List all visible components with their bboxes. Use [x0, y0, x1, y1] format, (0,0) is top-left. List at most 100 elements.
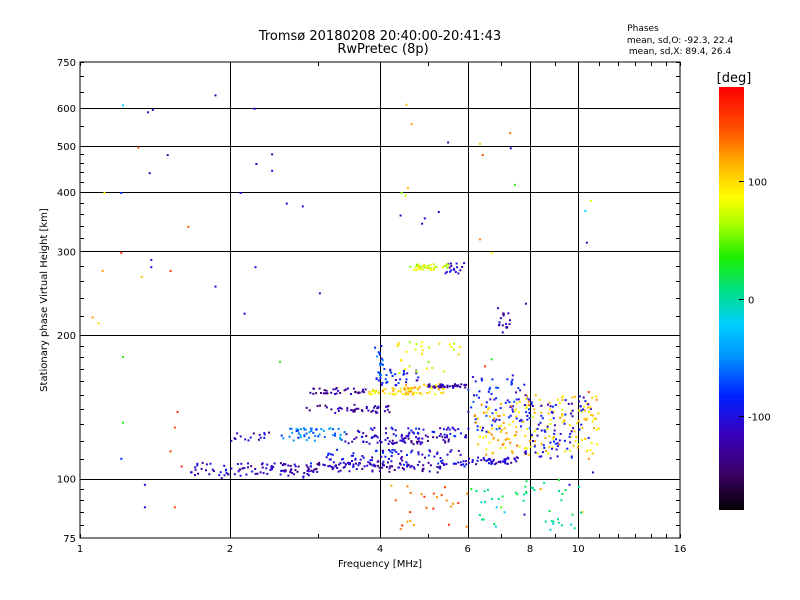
- data-point: [376, 441, 379, 444]
- data-point: [367, 409, 370, 412]
- data-point: [334, 393, 336, 395]
- data-point: [240, 462, 243, 465]
- data-point: [306, 466, 309, 469]
- data-point: [376, 355, 379, 358]
- data-point: [380, 345, 383, 347]
- data-point: [261, 463, 263, 466]
- data-point: [482, 456, 485, 459]
- data-point: [347, 387, 349, 390]
- data-point: [353, 403, 356, 406]
- data-point: [196, 464, 199, 467]
- data-point: [252, 432, 255, 435]
- data-point: [528, 398, 531, 401]
- data-point: [525, 480, 528, 483]
- data-point: [433, 266, 436, 269]
- data-point: [484, 365, 487, 368]
- data-point: [239, 192, 242, 194]
- data-point: [483, 411, 485, 414]
- data-point: [568, 424, 571, 427]
- data-point: [494, 420, 497, 423]
- data-point: [557, 479, 560, 481]
- data-point: [515, 398, 518, 401]
- data-point: [389, 368, 392, 371]
- data-point: [501, 324, 504, 327]
- data-point: [421, 441, 424, 444]
- data-point: [223, 474, 226, 477]
- data-point: [399, 214, 402, 217]
- data-point: [404, 368, 407, 370]
- data-point: [584, 437, 587, 440]
- data-point: [514, 434, 517, 436]
- data-point: [458, 346, 461, 348]
- data-point: [361, 455, 364, 457]
- data-point: [394, 384, 397, 387]
- data-point: [332, 434, 335, 437]
- data-point: [370, 392, 373, 395]
- data-point: [407, 464, 410, 467]
- data-point: [543, 481, 546, 484]
- data-point: [483, 490, 486, 493]
- data-point: [266, 472, 269, 475]
- data-point: [236, 432, 239, 435]
- data-point: [540, 455, 543, 458]
- data-point: [383, 464, 386, 467]
- data-point: [345, 388, 347, 391]
- data-point: [566, 447, 569, 450]
- data-point: [379, 377, 382, 379]
- data-point: [572, 427, 575, 430]
- data-point: [399, 463, 402, 466]
- data-point: [549, 422, 552, 425]
- data-point: [337, 389, 340, 392]
- data-point: [169, 269, 172, 272]
- data-point: [281, 464, 284, 466]
- data-point: [551, 405, 554, 408]
- data-point: [407, 435, 410, 438]
- data-point: [561, 395, 564, 398]
- data-point: [143, 483, 146, 486]
- data-point: [434, 393, 437, 396]
- data-point: [396, 345, 399, 348]
- data-point: [256, 472, 259, 475]
- data-point: [500, 506, 503, 509]
- data-point: [422, 428, 425, 431]
- data-point: [452, 427, 455, 430]
- data-point: [418, 437, 421, 440]
- data-point: [352, 465, 355, 468]
- data-point: [547, 452, 550, 455]
- data-point: [506, 456, 509, 459]
- data-point: [312, 392, 315, 395]
- data-point: [384, 455, 387, 458]
- data-point: [444, 436, 446, 439]
- data-point: [265, 467, 268, 470]
- data-point: [426, 435, 429, 438]
- data-point: [421, 268, 424, 271]
- data-point: [543, 446, 546, 449]
- data-point: [445, 263, 448, 266]
- data-point: [140, 276, 143, 279]
- data-point: [439, 433, 442, 436]
- data-point: [300, 428, 302, 431]
- data-point: [318, 461, 320, 464]
- data-point: [525, 411, 528, 414]
- data-point: [288, 435, 291, 438]
- data-point: [585, 419, 588, 422]
- data-point: [470, 488, 473, 491]
- data-point: [385, 427, 387, 430]
- data-point: [597, 412, 600, 415]
- data-point: [524, 435, 527, 438]
- data-point: [426, 439, 429, 442]
- data-point: [558, 402, 561, 405]
- data-point: [570, 523, 573, 526]
- y-tick-label: 100: [57, 475, 76, 486]
- data-point: [583, 417, 586, 420]
- data-point: [338, 463, 341, 466]
- data-point: [432, 385, 435, 388]
- data-point: [513, 183, 516, 186]
- data-point: [361, 467, 364, 470]
- data-point: [491, 462, 494, 465]
- data-point: [506, 378, 509, 381]
- data-point: [516, 444, 518, 447]
- data-point: [421, 352, 423, 355]
- data-point: [371, 456, 374, 459]
